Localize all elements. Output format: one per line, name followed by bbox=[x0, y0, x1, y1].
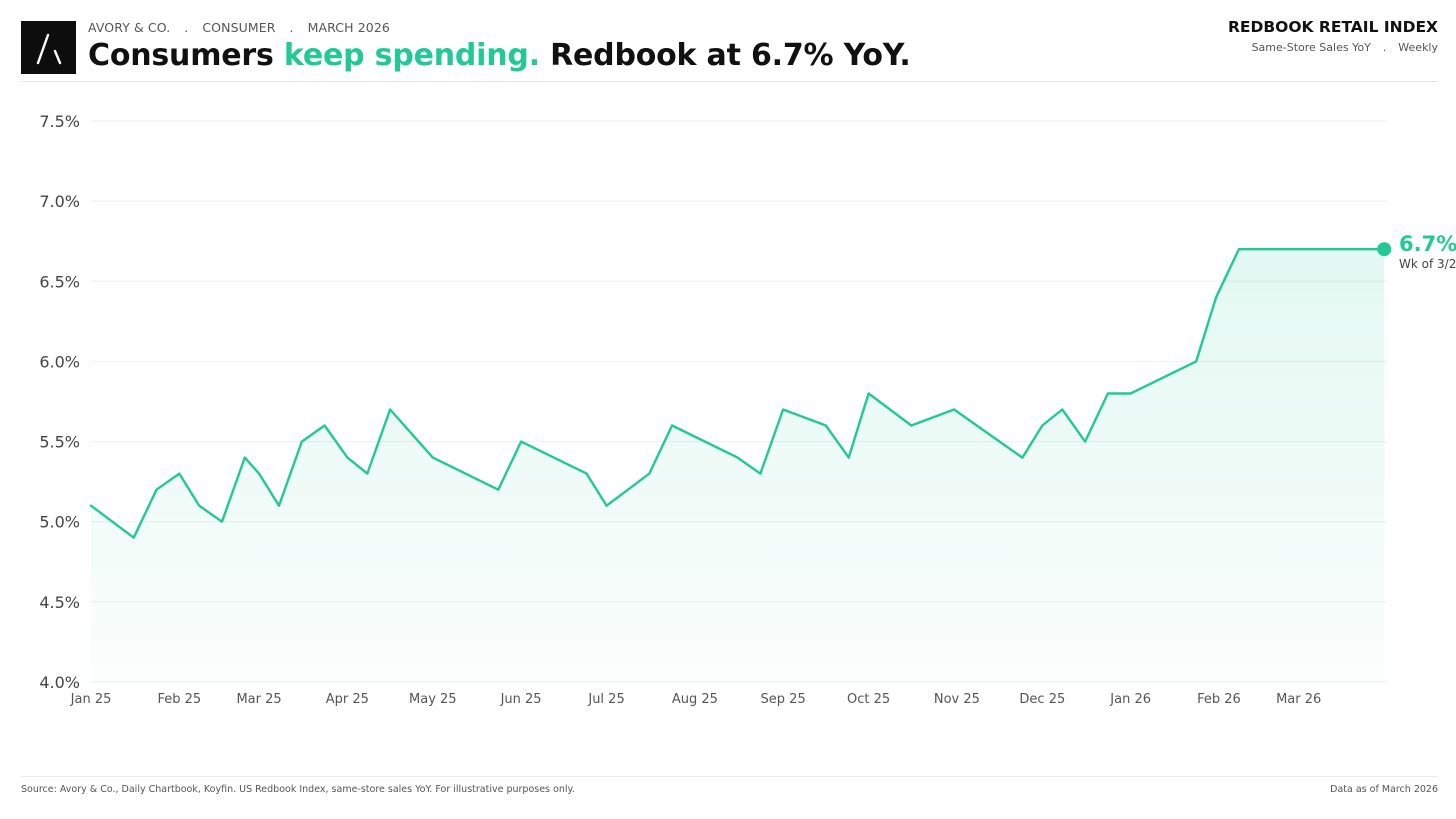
data-point bbox=[89, 504, 93, 508]
data-point bbox=[277, 504, 281, 508]
page-title: Consumers keep spending. Redbook at 6.7%… bbox=[88, 38, 911, 73]
data-point bbox=[323, 424, 327, 428]
data-point bbox=[496, 488, 500, 492]
y-tick-label: 6.5% bbox=[39, 272, 80, 291]
y-tick-label: 7.5% bbox=[39, 112, 80, 131]
headline-accent: keep spending. bbox=[283, 38, 540, 73]
data-point bbox=[909, 424, 913, 428]
data-point bbox=[670, 424, 674, 428]
x-tick-label: Feb 25 bbox=[157, 692, 201, 707]
data-point bbox=[388, 408, 392, 412]
data-point bbox=[952, 408, 956, 412]
x-tick-label: May 25 bbox=[409, 692, 457, 707]
index-metric: Same-Store Sales YoY bbox=[1251, 41, 1371, 54]
end-annotation: 6.7%Wk of 3/27 bbox=[1377, 232, 1456, 271]
series-line bbox=[89, 248, 1386, 539]
index-title: REDBOOK RETAIL INDEX bbox=[1227, 18, 1438, 36]
kicker: AVORY & CO.. CONSUMER. MARCH 2026 bbox=[88, 20, 390, 35]
data-point bbox=[155, 488, 159, 492]
data-point bbox=[781, 408, 785, 412]
kicker-publisher: AVORY & CO. bbox=[88, 20, 171, 35]
x-axis: Jan 25 Feb 25 Mar 25 Apr 25 May 25 Jun 25 Jul … bbox=[70, 692, 1322, 707]
data-point bbox=[824, 424, 828, 428]
y-tick-label: 4.0% bbox=[39, 673, 80, 692]
data-point bbox=[1106, 392, 1110, 396]
x-tick-label: Aug 25 bbox=[672, 692, 718, 707]
x-tick-label: Mar 26 bbox=[1276, 692, 1321, 707]
headline-tail: Redbook at 6.7% YoY. bbox=[539, 38, 911, 73]
x-tick-label: Jun 25 bbox=[500, 692, 542, 707]
footer-divider bbox=[21, 776, 1438, 777]
data-point bbox=[431, 456, 435, 460]
data-point bbox=[1214, 295, 1218, 299]
header-divider bbox=[21, 81, 1438, 82]
y-tick-label: 5.0% bbox=[39, 513, 80, 532]
data-point bbox=[519, 440, 523, 444]
data-point bbox=[1060, 408, 1064, 412]
data-as-of: Data as of March 2026 bbox=[1330, 784, 1438, 795]
x-tick-label: Feb 26 bbox=[1197, 692, 1241, 707]
x-tick-label: Mar 25 bbox=[236, 692, 281, 707]
data-point bbox=[1129, 392, 1133, 396]
x-tick-label: Sep 25 bbox=[761, 692, 806, 707]
data-point bbox=[1362, 247, 1366, 251]
data-point bbox=[1237, 247, 1241, 251]
data-point bbox=[1083, 440, 1087, 444]
index-frequency: Weekly bbox=[1398, 41, 1438, 54]
kicker-date: MARCH 2026 bbox=[307, 20, 390, 35]
data-point bbox=[585, 472, 589, 476]
kicker-separator: . bbox=[289, 20, 294, 35]
x-tick-label: Jul 25 bbox=[587, 692, 624, 707]
y-tick-label: 6.0% bbox=[39, 352, 80, 371]
headline-lead: Consumers bbox=[88, 38, 284, 73]
source-note: Source: Avory & Co., Daily Chartbook, Ko… bbox=[21, 784, 575, 795]
x-tick-label: Jan 26 bbox=[1109, 692, 1151, 707]
data-point bbox=[605, 504, 609, 508]
index-subtitle: Same-Store Sales YoY. Weekly bbox=[1252, 41, 1438, 54]
data-point bbox=[220, 520, 224, 524]
data-point bbox=[867, 392, 871, 396]
y-axis: 4.0% 4.5% 5.0% 5.5% 6.0% 6.5% 7.0% 7.5% bbox=[39, 112, 80, 692]
series-area-fill bbox=[91, 249, 1385, 682]
data-point bbox=[736, 456, 740, 460]
latest-value-label: 6.7% bbox=[1399, 232, 1456, 256]
data-point bbox=[132, 536, 136, 540]
latest-week-label: Wk of 3/27 bbox=[1399, 257, 1456, 271]
latest-point-marker bbox=[1377, 242, 1392, 257]
data-point bbox=[177, 472, 181, 476]
data-point bbox=[758, 472, 762, 476]
data-point bbox=[345, 456, 349, 460]
kicker-section: CONSUMER bbox=[202, 20, 276, 35]
data-point bbox=[197, 504, 201, 508]
data-point bbox=[998, 440, 1002, 444]
y-tick-label: 4.5% bbox=[39, 593, 80, 612]
data-point bbox=[365, 472, 369, 476]
brand-logo bbox=[21, 21, 76, 74]
data-point bbox=[847, 456, 851, 460]
data-point bbox=[1040, 424, 1044, 428]
caret-logo-icon bbox=[36, 33, 62, 65]
x-tick-label: Nov 25 bbox=[934, 692, 980, 707]
x-tick-label: Oct 25 bbox=[847, 692, 890, 707]
x-tick-label: Apr 25 bbox=[326, 692, 369, 707]
data-point bbox=[257, 472, 261, 476]
kicker-separator: . bbox=[184, 20, 189, 35]
x-tick-label: Jan 25 bbox=[70, 692, 112, 707]
x-tick-label: Dec 25 bbox=[1019, 692, 1065, 707]
data-point bbox=[647, 472, 651, 476]
area-fill-layer bbox=[89, 248, 1386, 682]
y-tick-label: 7.0% bbox=[39, 192, 80, 211]
data-point bbox=[243, 456, 247, 460]
y-tick-label: 5.5% bbox=[39, 433, 80, 452]
data-point bbox=[1194, 359, 1198, 363]
data-point bbox=[300, 440, 304, 444]
index-subtitle-separator: . bbox=[1382, 41, 1387, 54]
data-point bbox=[1020, 456, 1024, 460]
